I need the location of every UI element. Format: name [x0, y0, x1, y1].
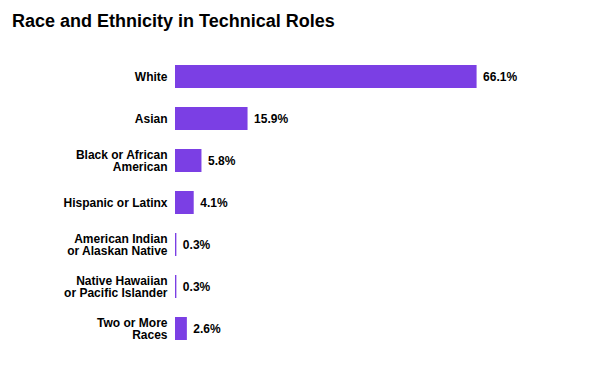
svg-text:Hispanic or Latinx: Hispanic or Latinx [63, 196, 167, 210]
svg-text:American Indianor Alaskan Nati: American Indianor Alaskan Native [67, 232, 168, 258]
svg-text:0.3%: 0.3% [183, 238, 211, 252]
svg-text:15.9%: 15.9% [254, 112, 288, 126]
svg-text:Black or AfricanAmerican: Black or AfricanAmerican [76, 148, 168, 174]
svg-text:4.1%: 4.1% [200, 196, 228, 210]
svg-text:2.6%: 2.6% [193, 322, 221, 336]
svg-text:66.1%: 66.1% [483, 70, 517, 84]
svg-text:0.3%: 0.3% [183, 280, 211, 294]
svg-text:Native Hawaiianor Pacific Isla: Native Hawaiianor Pacific Islander [64, 274, 168, 300]
svg-text:Asian: Asian [135, 112, 168, 126]
svg-text:Two or MoreRaces: Two or MoreRaces [97, 316, 168, 342]
svg-text:5.8%: 5.8% [208, 154, 236, 168]
html-text:Race and Ethnicity in Technica: Race and Ethnicity in Technical Roles [12, 11, 335, 31]
svg-text:White: White [135, 70, 168, 84]
